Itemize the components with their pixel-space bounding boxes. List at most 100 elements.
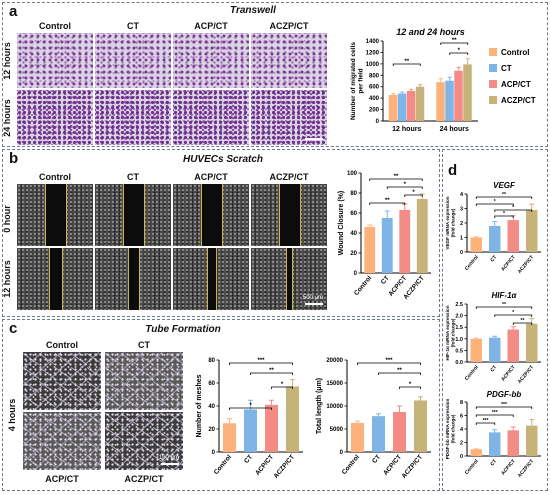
significance-bracket <box>475 406 533 409</box>
col-label-control: Control <box>39 172 71 182</box>
bar <box>413 400 428 452</box>
significance-label: * <box>494 199 496 205</box>
transwell-image-acp-ct-24h <box>173 90 249 145</box>
significance-bracket <box>475 196 533 199</box>
hif-bar-chart: 0.0 0.5 1.0 1.5 2.0 2.5 Control CT ACP/CT ACZP/CT… <box>445 291 541 385</box>
significance-label: ** <box>394 174 399 180</box>
x-tick-label: ACZP/CT <box>273 454 296 480</box>
scale-bar <box>305 303 323 305</box>
scale-bar <box>305 138 323 140</box>
y-axis-label: per field <box>358 68 365 93</box>
significance-bracket <box>369 202 406 205</box>
significance-bracket <box>494 209 533 212</box>
chart-title: HIF-1α <box>492 291 518 300</box>
significance-label: ** <box>404 59 409 65</box>
significance-bracket <box>475 422 496 425</box>
bar <box>445 80 454 121</box>
significance-label: * <box>404 182 407 188</box>
bar <box>416 199 428 273</box>
significance-bracket <box>378 372 421 375</box>
scratch-image-acp-ct-0h <box>173 184 249 246</box>
chart-title: 12 and 24 hours <box>396 27 465 37</box>
x-tick-label: ACP/CT <box>500 254 517 272</box>
y-tick-label: 5000 <box>330 427 344 433</box>
y-axis-label: Number of migrated cells <box>350 42 357 120</box>
bar <box>489 432 501 456</box>
y-axis-label: Number of meshes <box>196 374 203 437</box>
significance-label: ** <box>385 198 390 204</box>
bar <box>264 404 279 452</box>
y-tick-label: 15000 <box>326 381 343 387</box>
bar <box>489 225 501 252</box>
transwell-image-acp-ct-12h <box>173 33 249 88</box>
col-label-ct: CT <box>127 21 139 31</box>
scratch-image-ct-0h <box>95 184 171 246</box>
bar <box>526 323 538 362</box>
significance-bracket <box>440 42 469 45</box>
col-label-aczp-ct: ACZP/CT <box>269 21 309 31</box>
legend-label: ACP/CT <box>501 80 531 89</box>
significance-bracket <box>369 178 423 181</box>
y-tick-label: 1000 <box>366 62 380 68</box>
col-label-aczp-ct: ACZP/CT <box>269 172 309 182</box>
panel-d: d 0 1 2 3 4 Control CT ACP/CT ACZP/CT ** * * * VEGF VE… <box>442 149 548 491</box>
x-tick-label: CT <box>489 364 498 373</box>
total-length-bar-chart: 0 5000 10000 15000 20000 Control CT ACP/CTACZP/… <box>316 358 431 480</box>
tube-image-aczp-ct: 100 μm <box>105 412 183 470</box>
significance-bracket <box>475 306 533 309</box>
scale-bar <box>161 463 179 465</box>
panel-a-letter: a <box>9 3 18 20</box>
x-tick-label: CT <box>380 275 391 286</box>
y-tick-label: 1.5 <box>455 325 463 331</box>
x-tick-label: ACP/CT <box>254 454 275 477</box>
bar <box>399 210 411 273</box>
x-tick-label: CT <box>243 454 254 465</box>
significance-label: * <box>281 382 284 388</box>
x-tick-label: CT <box>489 254 498 263</box>
x-tick-label: Control <box>464 458 480 476</box>
y-tick-label: 2 <box>460 221 463 227</box>
y-tick-label: 20000 <box>326 358 343 364</box>
y-tick-label: 0.5 <box>455 348 463 354</box>
legend-label: Control <box>501 48 529 57</box>
y-tick-label: 4 <box>460 192 464 198</box>
scratch-image-control-12h <box>17 248 93 310</box>
significance-label: ** <box>397 368 402 374</box>
significance-label: ** <box>269 368 274 374</box>
x-tick-label: 24 hours <box>440 126 469 133</box>
significance-label: ** <box>502 302 506 308</box>
y-tick-label: 0.0 <box>455 360 463 366</box>
x-tick-label: ACP/CT <box>500 364 517 382</box>
panel-c: c Tube Formation Control CT 4 hours 100 … <box>2 319 440 491</box>
bar <box>243 409 258 452</box>
row-label-12h: 12 hours <box>2 260 12 298</box>
scale-bar-label: 100 μm <box>158 455 179 461</box>
tube-image-ct <box>105 352 183 410</box>
y-tick-label: 1200 <box>366 50 380 56</box>
row-label-4h: 4 hours <box>7 398 17 432</box>
x-tick-label: Control <box>353 275 373 297</box>
panel-b-letter: b <box>9 150 19 167</box>
bar <box>415 86 425 121</box>
transwell-bar-chart: 0 200 400 600 800 1000 1200 1400 12 and 24 hours… <box>350 27 536 133</box>
legend-swatch <box>489 48 497 56</box>
significance-bracket <box>392 63 421 66</box>
panel-b: b HUVECs Scratch Control CT ACP/CT ACZP/… <box>2 149 440 317</box>
panel-d-letter: d <box>448 162 458 179</box>
bar <box>364 227 376 273</box>
significance-bracket <box>475 203 514 206</box>
bar <box>388 95 398 121</box>
significance-label: *** <box>257 358 265 364</box>
bar <box>454 70 463 121</box>
scratch-image-acp-ct-12h <box>173 248 249 310</box>
x-tick-label: ACZP/CT <box>517 364 536 384</box>
significance-label: * <box>512 205 514 211</box>
significance-bracket <box>229 407 272 410</box>
bar <box>526 425 538 456</box>
y-tick-label: 600 <box>369 85 380 91</box>
y-tick-label: 40 <box>350 231 357 237</box>
significance-label: * <box>458 48 461 54</box>
col-label-ct: CT <box>138 340 150 350</box>
